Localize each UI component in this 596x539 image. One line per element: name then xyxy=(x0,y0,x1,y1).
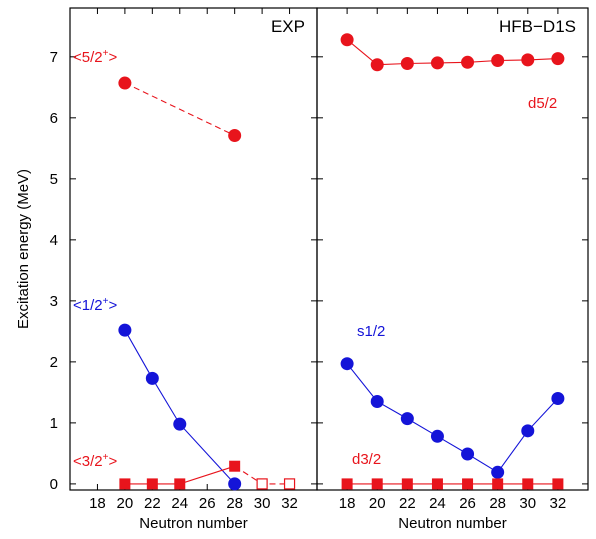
exp-x-axis-label: Neutron number xyxy=(139,515,247,532)
hfb-ticks: 18 20 22 24 26 28 30 32 xyxy=(317,8,588,512)
hfb-label-d3-2: d3/2 xyxy=(352,451,381,468)
data-point xyxy=(229,460,241,472)
data-point xyxy=(118,323,132,337)
data-point xyxy=(174,478,186,490)
x-tick-label: 26 xyxy=(459,495,476,512)
data-point xyxy=(371,478,383,490)
data-point xyxy=(340,357,354,371)
y-tick-label: 3 xyxy=(50,293,58,310)
exp-label-3-2-plus: <3/2+> xyxy=(73,452,117,470)
data-point xyxy=(521,53,535,67)
label-sup: + xyxy=(103,296,109,307)
label-main: <5/2 xyxy=(73,49,103,66)
data-point xyxy=(431,478,443,490)
data-point xyxy=(401,478,413,490)
x-tick-label: 22 xyxy=(399,495,416,512)
series-line xyxy=(124,465,235,485)
y-axis-label: Excitation energy (MeV) xyxy=(15,169,32,329)
y-tick-label: 4 xyxy=(50,232,58,249)
y-tick-label: 1 xyxy=(50,415,58,432)
x-tick-label: 22 xyxy=(144,495,161,512)
exp-panel: 18 20 22 24 26 28 30 32 0 1 2 3 4 5 6 7 EXP Neutron num… xyxy=(15,7,318,532)
x-tick-label: 28 xyxy=(226,495,243,512)
x-tick-label: 28 xyxy=(489,495,506,512)
data-point xyxy=(145,371,159,385)
series-line xyxy=(124,329,236,485)
data-point xyxy=(228,129,242,143)
data-point xyxy=(256,478,268,490)
hfb-label-s1-2: s1/2 xyxy=(357,323,385,340)
hfb-label-d5-2: d5/2 xyxy=(528,95,557,112)
exp-ticks: 18 20 22 24 26 28 30 32 0 1 2 3 4 5 6 7 xyxy=(50,8,317,512)
data-point xyxy=(118,76,132,90)
exp-series-lines xyxy=(124,82,290,485)
data-point xyxy=(491,465,505,479)
y-tick-label: 5 xyxy=(50,171,58,188)
x-tick-label: 18 xyxy=(89,495,106,512)
x-tick-label: 24 xyxy=(429,495,446,512)
x-tick-label: 26 xyxy=(199,495,216,512)
label-main: <3/2 xyxy=(73,453,103,470)
data-point xyxy=(119,478,131,490)
data-point xyxy=(400,57,414,71)
label-sup: + xyxy=(103,452,109,463)
data-point xyxy=(491,53,505,67)
data-point xyxy=(462,478,474,490)
exp-markers xyxy=(118,76,296,491)
data-point xyxy=(146,478,158,490)
x-tick-label: 30 xyxy=(254,495,271,512)
data-point xyxy=(400,412,414,426)
hfb-panel: 18 20 22 24 26 28 30 32 HFB−D1S Neutron number … xyxy=(316,7,589,532)
exp-label-1-2-plus: <1/2+> xyxy=(73,296,117,314)
data-point xyxy=(522,478,534,490)
x-tick-label: 30 xyxy=(519,495,536,512)
data-point xyxy=(283,478,296,490)
y-tick-label: 2 xyxy=(50,354,58,371)
data-point xyxy=(370,395,384,409)
hfb-markers xyxy=(340,33,565,490)
data-point xyxy=(492,478,504,490)
hfb-plot-frame xyxy=(316,7,589,491)
x-tick-label: 32 xyxy=(550,495,567,512)
label-main: <1/2 xyxy=(73,297,103,314)
hfb-series-lines xyxy=(346,39,559,485)
hfb-panel-title: HFB−D1S xyxy=(499,17,576,36)
label-sup: + xyxy=(103,48,109,59)
data-point xyxy=(370,58,384,72)
x-tick-label: 18 xyxy=(339,495,356,512)
data-point xyxy=(521,424,535,438)
hfb-x-axis-label: Neutron number xyxy=(398,515,506,532)
data-point xyxy=(551,391,565,405)
series-line xyxy=(124,82,235,136)
x-tick-label: 20 xyxy=(117,495,134,512)
exp-panel-title: EXP xyxy=(271,17,305,36)
x-tick-label: 32 xyxy=(281,495,298,512)
data-point xyxy=(228,477,242,491)
x-tick-label: 24 xyxy=(171,495,188,512)
exp-label-5-2-plus: <5/2+> xyxy=(73,48,117,66)
data-point xyxy=(552,478,564,490)
label-end: > xyxy=(108,297,117,314)
x-tick-label: 20 xyxy=(369,495,386,512)
data-point xyxy=(430,56,444,70)
label-end: > xyxy=(108,453,117,470)
data-point xyxy=(430,429,444,443)
data-point xyxy=(461,447,475,461)
data-point xyxy=(341,478,353,490)
data-point xyxy=(461,55,475,69)
data-point xyxy=(173,417,187,431)
data-point xyxy=(551,52,565,66)
label-end: > xyxy=(108,49,117,66)
exp-plot-frame xyxy=(69,7,318,491)
data-point xyxy=(340,33,354,47)
y-tick-label: 0 xyxy=(50,476,58,493)
y-tick-label: 6 xyxy=(50,110,58,127)
y-tick-label: 7 xyxy=(50,49,58,66)
